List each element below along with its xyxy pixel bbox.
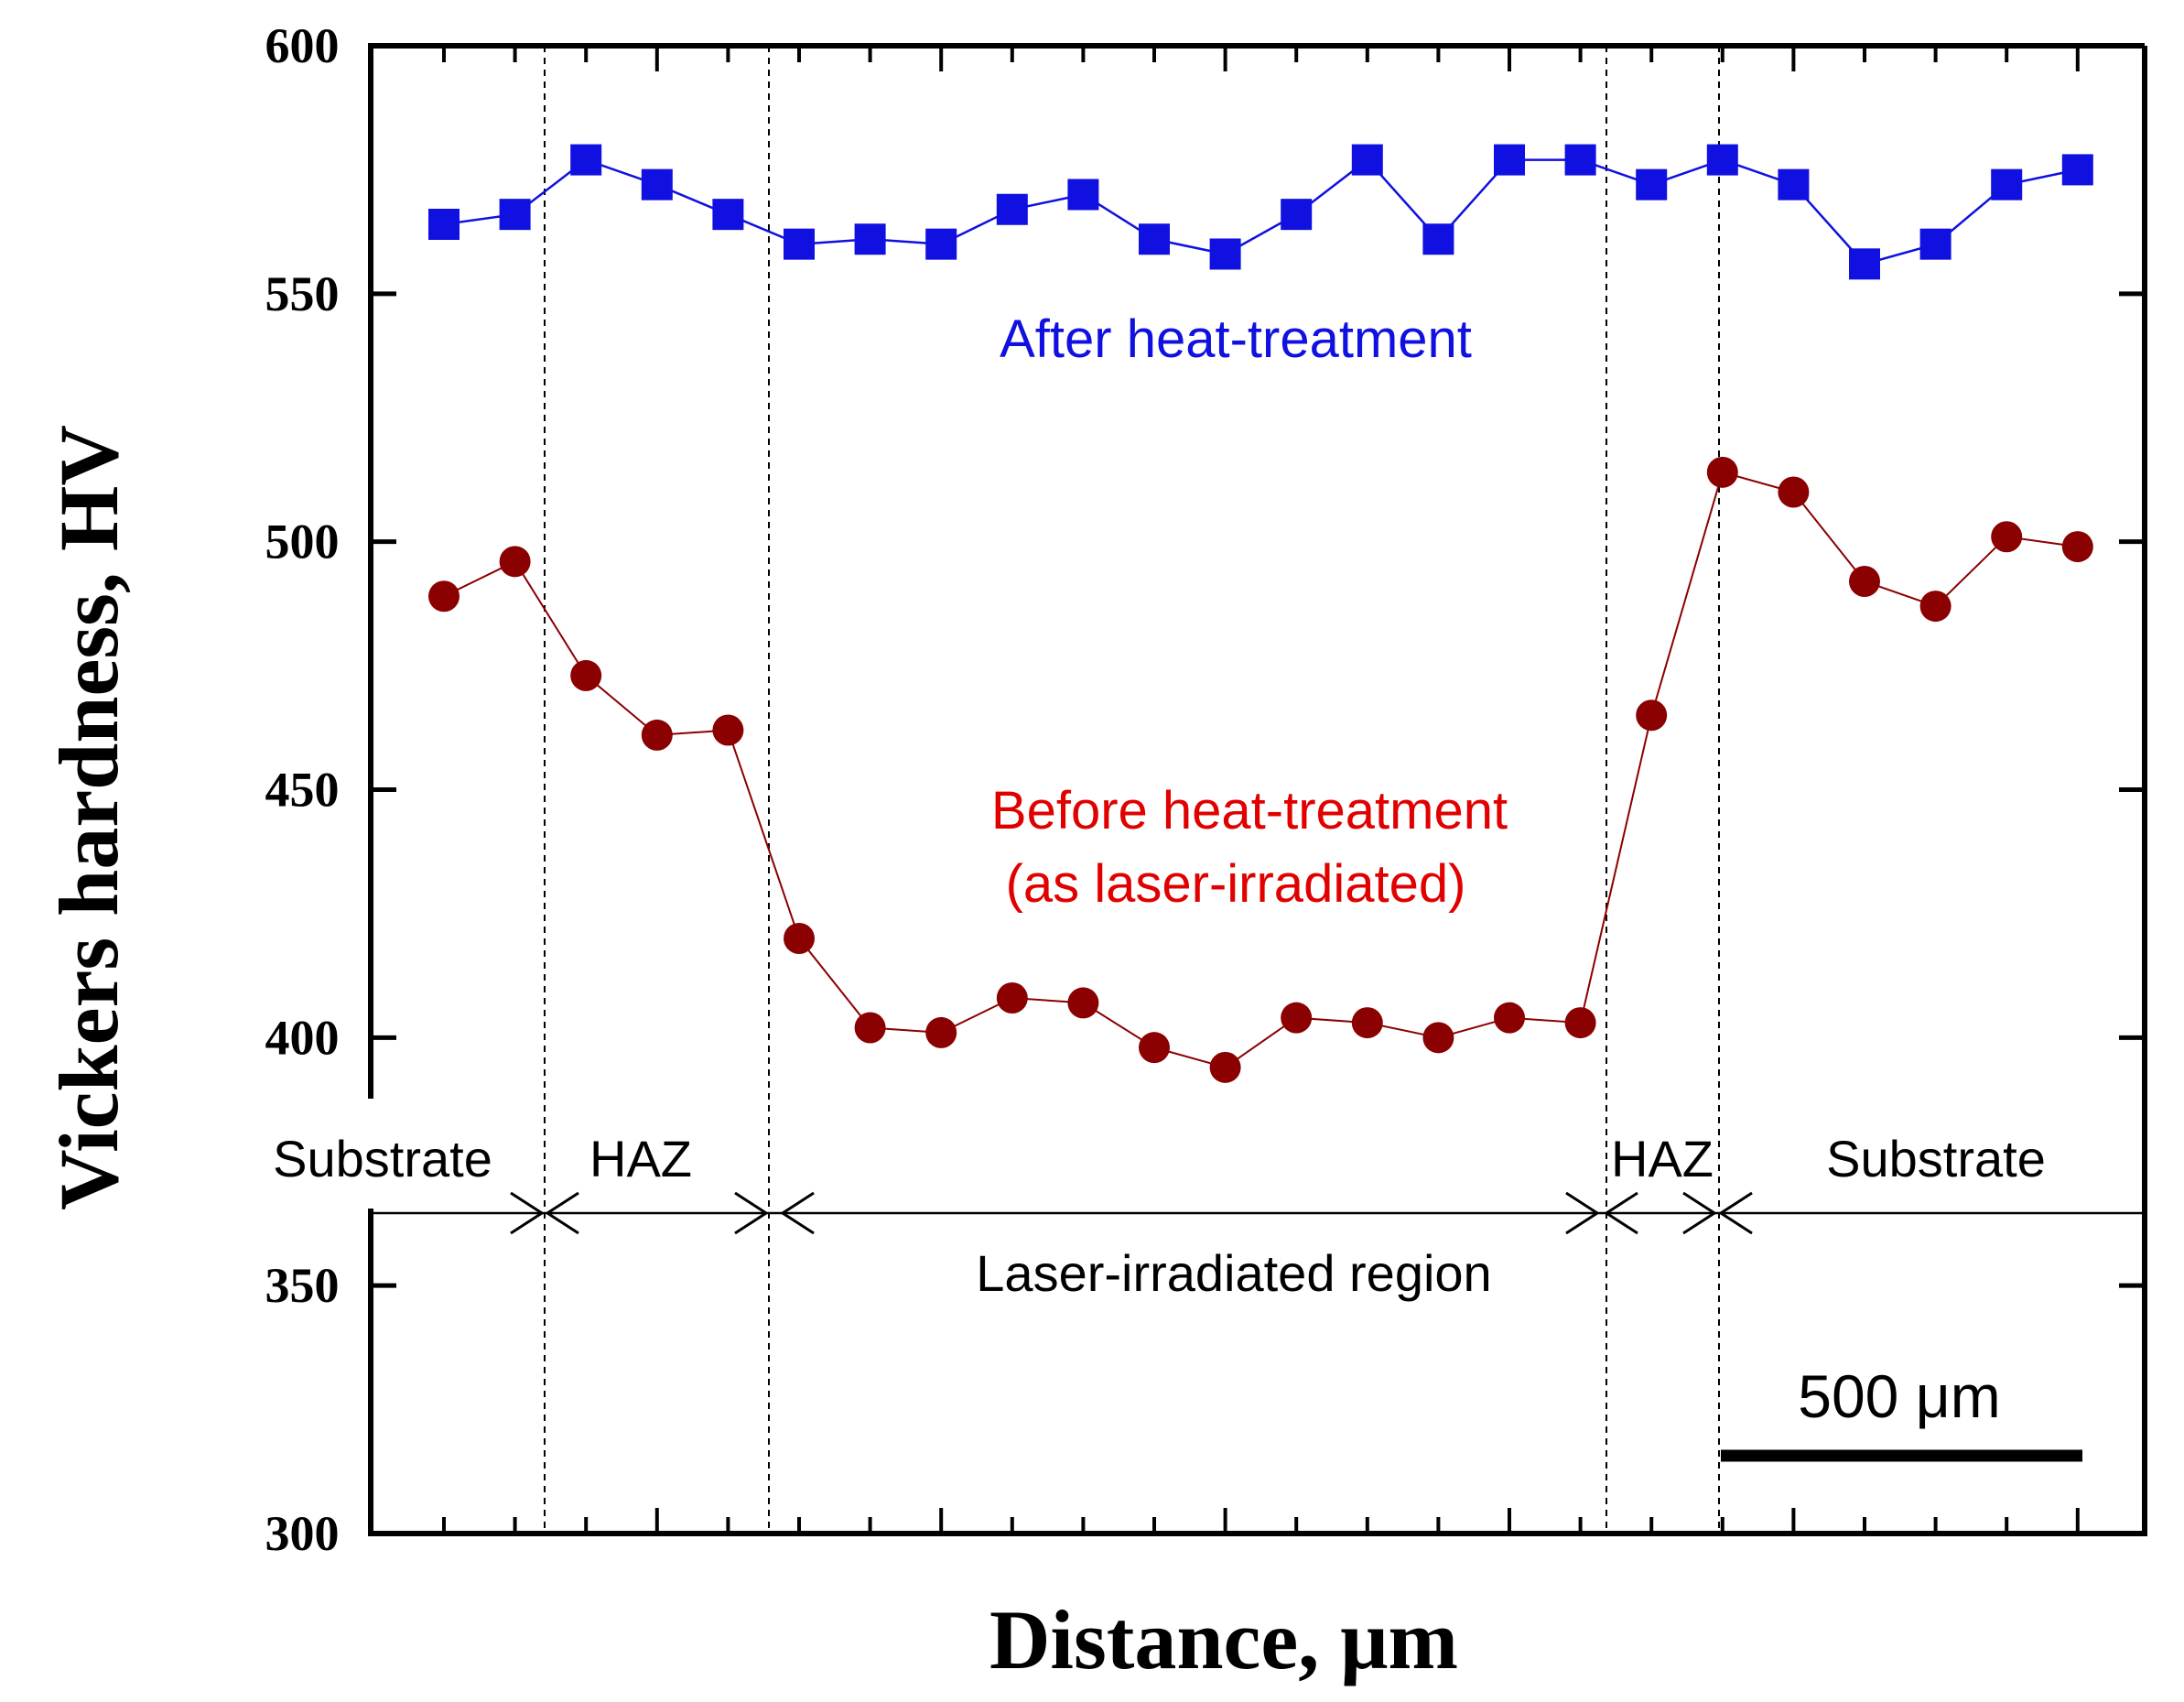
before-point [1139,1032,1170,1064]
after-point [712,199,744,231]
after-point [1281,199,1313,231]
before-point [1209,1051,1241,1083]
series-layer [428,144,2093,1083]
before-point [641,719,673,751]
after-point [428,209,460,240]
after-point [996,193,1028,225]
after-series-line [443,157,2079,266]
before-point [1494,1002,1525,1034]
before-point [1919,591,1952,623]
after-point [1351,144,1383,176]
y-tick-label: 350 [265,1258,340,1313]
region-label-haz-left: HAZ [589,1130,692,1187]
before-point [1636,699,1668,732]
x-axis-title: Distance, μm [989,1593,1458,1686]
before-point [2061,531,2093,563]
after-point [1139,223,1170,255]
y-tick-label: 300 [265,1506,340,1561]
after-point [1067,179,1099,211]
after-point [1706,144,1738,176]
region-label-haz-right: HAZ [1611,1130,1714,1187]
before-point [570,659,602,691]
after-point [1564,144,1596,176]
after-point [1636,168,1668,201]
region-arrowhead [545,1191,579,1235]
label-as-laser-irradiated: (as laser-irradiated) [1006,854,1466,914]
y-axis-title: Vickers hardness, HV [42,425,135,1210]
before-point [1422,1022,1454,1054]
after-point [784,228,815,260]
after-point [1209,238,1241,270]
region-arrowhead [1718,1191,1753,1235]
after-point [854,223,886,255]
after-point [570,144,602,176]
before-point [1706,456,1738,488]
before-point [712,714,744,746]
after-point [1849,248,1880,280]
after-point [1422,223,1454,255]
before-point [996,982,1028,1014]
region-arrowhead [780,1191,815,1235]
before-point [1351,1007,1383,1039]
after-point [499,199,531,231]
region-arrowhead [510,1191,545,1235]
region-label-substrate-right: Substrate [1826,1130,2046,1187]
y-tick-label: 500 [265,515,340,569]
y-tick-label: 450 [265,763,340,818]
after-point [2061,154,2093,186]
before-point [428,580,460,613]
region-arrowhead [1682,1191,1717,1235]
after-point [925,228,957,260]
before-series-line [443,471,2078,1068]
before-point [784,923,815,954]
after-point [641,168,673,201]
before-point [1281,1002,1313,1034]
label-before-heat-treatment: Before heat-treatment [991,781,1508,840]
before-point [854,1012,886,1044]
dividers-layer [371,46,2145,1534]
after-point [1991,168,2023,201]
y-tick-label: 550 [265,266,340,321]
after-point [1919,228,1952,260]
before-point [1564,1007,1596,1039]
after-point [1778,168,1810,201]
region-arrowhead [1604,1191,1638,1235]
label-after-heat-treatment: After heat-treatment [1000,309,1472,369]
before-point [499,546,531,578]
y-tick-label: 600 [265,18,340,73]
region-label-laser-irradiated: Laser-irradiated region [976,1244,1491,1302]
region-label-substrate-left: Substrate [273,1130,492,1187]
before-point [1849,566,1880,597]
after-point [1494,144,1525,176]
axes-layer: 300 350 400 450 500 550 600 [265,18,2147,1561]
before-point [925,1016,957,1048]
before-point [1067,987,1099,1019]
before-point [1778,476,1810,508]
before-point [1991,521,2023,553]
y-tick-label: 400 [265,1010,340,1065]
region-arrowhead [1565,1191,1600,1235]
region-arrowhead [734,1191,769,1235]
scale-bar-label: 500 μm [1798,1362,2000,1430]
